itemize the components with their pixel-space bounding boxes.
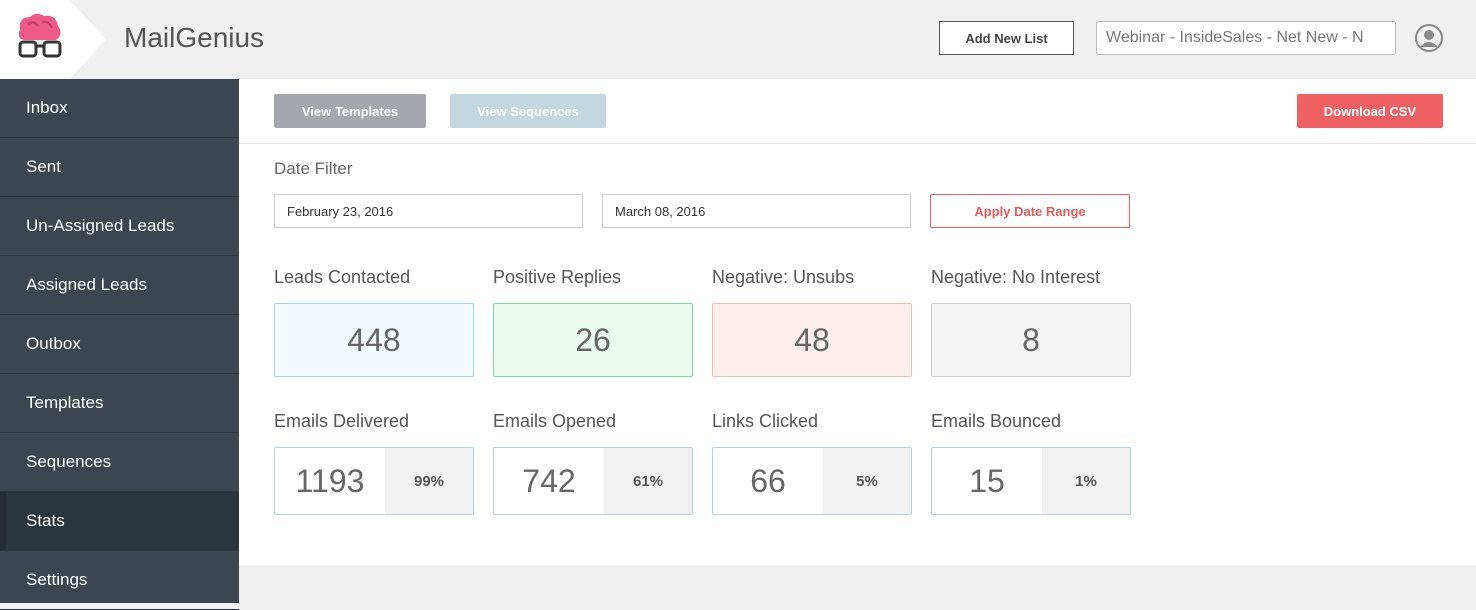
sidebar: Inbox Sent Un-Assigned Leads Assigned Leads… [0, 79, 239, 610]
stat-value: 1193 [295, 462, 365, 499]
nav-item[interactable]: Un-Assigned Leads [0, 197, 239, 256]
start-date-input[interactable]: February 23, 2016 [274, 194, 583, 228]
stat-box: 742 61% [493, 447, 693, 515]
nav-item[interactable]: Templates [0, 374, 239, 433]
toolbar-divider [239, 143, 1476, 144]
nav-item[interactable]: Stats [0, 492, 239, 551]
stat-percent: 1% [1042, 448, 1130, 514]
stat-value: 66 [750, 462, 786, 499]
stat-percent: 99% [385, 448, 473, 514]
view-templates-button[interactable]: View Templates [274, 94, 426, 128]
list-select-text: Webinar - InsideSales - Net New - N [1106, 29, 1364, 46]
logo[interactable] [0, 0, 106, 79]
user-avatar[interactable] [1414, 23, 1444, 53]
download-csv-button[interactable]: Download CSV [1297, 94, 1443, 128]
stat-label: Links Clicked [712, 411, 819, 431]
stat-box: 1193 99% [274, 447, 474, 515]
stat-value: 448 [274, 303, 474, 377]
stat-label: Positive Replies [493, 267, 622, 287]
nav-item[interactable]: Assigned Leads [0, 256, 239, 315]
stat-value: 742 [522, 462, 576, 499]
app-name: MailGenius [124, 22, 265, 53]
stat-label: Negative: Unsubs [712, 267, 855, 287]
stat-label: Emails Opened [493, 411, 617, 431]
stat-label: Leads Contacted [274, 267, 411, 287]
end-date-input[interactable]: March 08, 2016 [602, 194, 911, 228]
stat-box: 15 1% [931, 447, 1131, 515]
stat-label: Negative: No Interest [931, 267, 1101, 287]
stat-percent: 61% [604, 448, 692, 514]
nav-item[interactable]: Sequences [0, 433, 239, 492]
view-sequences-button[interactable]: View Sequences [450, 94, 606, 128]
stat-value: 48 [712, 303, 912, 377]
add-list-button[interactable]: Add New List [939, 21, 1074, 55]
nav-item[interactable]: Outbox [0, 315, 239, 374]
stat-percent: 5% [823, 448, 911, 514]
stat-label: Emails Bounced [931, 411, 1062, 431]
nav-item[interactable]: Sent [0, 138, 239, 197]
apply-date-range-button[interactable]: Apply Date Range [930, 194, 1130, 228]
stat-value: 15 [969, 462, 1005, 499]
nav-item[interactable]: Inbox [0, 79, 239, 138]
nav-item[interactable]: Settings [0, 551, 239, 610]
stat-value: 8 [931, 303, 1131, 377]
list-select[interactable]: Webinar - InsideSales - Net New - N [1096, 21, 1396, 55]
stat-value: 26 [493, 303, 693, 377]
date-filter-label: Date Filter [274, 159, 353, 178]
stat-label: Emails Delivered [274, 411, 410, 431]
stat-box: 66 5% [712, 447, 912, 515]
